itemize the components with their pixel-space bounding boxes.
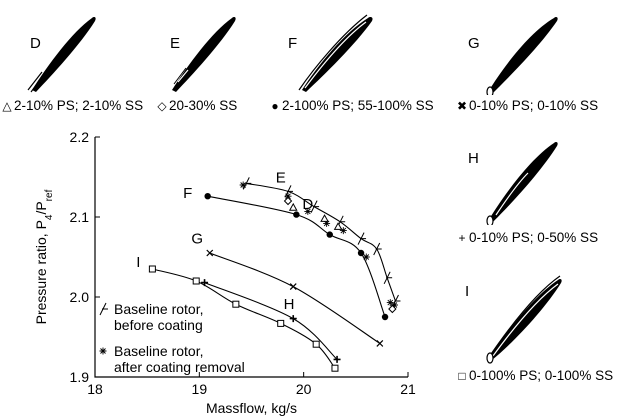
blade-caption-text: 2-10% PS; 2-10% SS xyxy=(14,98,144,113)
curve-label: H xyxy=(284,296,295,313)
y-axis-label: Pressure ratio, P4/Pref xyxy=(33,189,55,324)
x-tick-label: 20 xyxy=(296,381,312,397)
asterisk-marker xyxy=(386,299,394,307)
curve-label: D xyxy=(302,196,313,213)
slash-tick-marker xyxy=(383,271,393,285)
triangle-open-marker xyxy=(288,202,298,211)
blade-letter: H xyxy=(468,150,479,167)
square-open-marker xyxy=(148,265,156,273)
circle-filled-marker xyxy=(293,211,300,218)
asterisk-marker xyxy=(362,253,370,261)
blade-caption-text: 0-100% PS; 0-100% SS xyxy=(469,368,614,383)
slash-tick-marker xyxy=(99,302,108,316)
circle-filled-icon: ● xyxy=(271,99,279,113)
plus-marker xyxy=(289,315,297,323)
square-open-marker xyxy=(192,277,200,285)
chart-marks: DE F G H I xyxy=(136,170,401,372)
asterisk-marker xyxy=(239,181,247,189)
slash-tick-marker xyxy=(284,185,294,198)
blade-letter: E xyxy=(170,35,181,52)
asterisk-marker xyxy=(323,219,331,227)
slash-tick-marker xyxy=(373,242,382,256)
curve-label: E xyxy=(276,170,286,187)
asterisk-marker xyxy=(284,192,292,200)
legend-label: before coating xyxy=(114,317,203,333)
circle-filled-marker xyxy=(204,193,211,200)
blade-caption-text: 20-30% SS xyxy=(169,98,238,113)
slash-tick-marker xyxy=(357,232,367,245)
axis-frame xyxy=(94,137,408,378)
plus-icon: + xyxy=(458,231,466,245)
curve-label: G xyxy=(191,230,203,247)
circle-filled-marker xyxy=(381,313,389,321)
legend-label: after coating removal xyxy=(114,359,245,375)
chart-curves xyxy=(152,182,396,369)
diamond-open-marker xyxy=(283,196,293,206)
diamond-open-icon: ◇ xyxy=(157,99,167,113)
square-open-marker xyxy=(331,364,339,372)
blade-caption-text: 0-10% PS; 0-10% SS xyxy=(469,98,599,113)
triangle-open-marker xyxy=(320,214,329,222)
square-open-marker xyxy=(232,300,240,308)
legend-label: Baseline rotor, xyxy=(114,343,204,359)
blade-shape xyxy=(27,17,96,93)
blade-caption-text: 2-100% PS; 55-100% SS xyxy=(282,98,434,113)
curve-label: F xyxy=(183,185,192,202)
blade-caption: △ 2-10% PS; 2-10% SS xyxy=(0,98,143,113)
blade-caption: □ 0-100% PS; 0-100% SS xyxy=(455,368,613,383)
asterisk-marker xyxy=(339,227,347,235)
x-cross-icon: ✖ xyxy=(456,99,468,113)
x-axis-label: Massflow, kg/s xyxy=(206,400,297,416)
y-tick-label: 1.9 xyxy=(70,369,90,385)
asterisk-marker xyxy=(304,207,312,215)
asterisk-marker xyxy=(390,301,398,309)
x-tick-label: 19 xyxy=(192,381,208,397)
slash-tick-marker xyxy=(310,200,320,213)
blade-caption: ◇ 20-30% SS xyxy=(155,98,237,113)
square-open-icon: □ xyxy=(458,369,466,383)
y-tick-label: 2.2 xyxy=(70,129,90,145)
square-open-marker xyxy=(312,340,320,348)
plus-marker xyxy=(201,279,209,287)
blade-caption: ✖ 0-10% PS; 0-10% SS xyxy=(455,98,598,113)
blade-shape xyxy=(486,275,562,364)
x-cross-marker xyxy=(206,249,214,257)
blade-letter: F xyxy=(288,35,298,52)
blade-shape xyxy=(298,14,373,92)
blade-letter: I xyxy=(465,283,470,300)
series-curve xyxy=(209,252,381,344)
triangle-open-marker xyxy=(333,222,343,230)
blade-shape xyxy=(486,17,558,95)
y-tick-label: 2.1 xyxy=(70,209,90,225)
x-cross-marker xyxy=(376,339,384,347)
slash-tick-marker xyxy=(242,177,252,190)
x-tick-label: 18 xyxy=(87,381,103,397)
asterisk-marker xyxy=(99,347,107,355)
series-curve xyxy=(246,182,396,302)
series-curve xyxy=(204,282,338,360)
plus-marker xyxy=(333,355,341,363)
circle-filled-marker xyxy=(357,249,365,257)
blade-caption-text: 0-10% PS; 0-50% SS xyxy=(469,230,599,245)
triangle-open-icon: △ xyxy=(2,99,12,113)
blade-caption: +0-10% PS; 0-50% SS xyxy=(455,230,598,245)
x-tick-label: 21 xyxy=(400,381,416,397)
curve-label: I xyxy=(136,254,140,271)
chart-axes: 18 19 20 21 1.9 2.0 2.1 2.2 Massflow, kg/s Pressu… xyxy=(33,129,416,416)
square-open-marker xyxy=(277,319,285,327)
x-cross-marker xyxy=(289,283,297,291)
y-tick-label: 2.0 xyxy=(70,289,90,305)
blade-letter: D xyxy=(30,35,41,52)
blade-caption: ● 2-100% PS; 55-100% SS xyxy=(268,98,434,113)
diamond-open-marker xyxy=(388,304,397,314)
blade-shape xyxy=(486,142,558,225)
legend-label: Baseline rotor, xyxy=(114,301,204,317)
blade-shape xyxy=(172,17,236,92)
blade-letter: G xyxy=(468,35,480,52)
circle-filled-marker xyxy=(326,231,333,238)
